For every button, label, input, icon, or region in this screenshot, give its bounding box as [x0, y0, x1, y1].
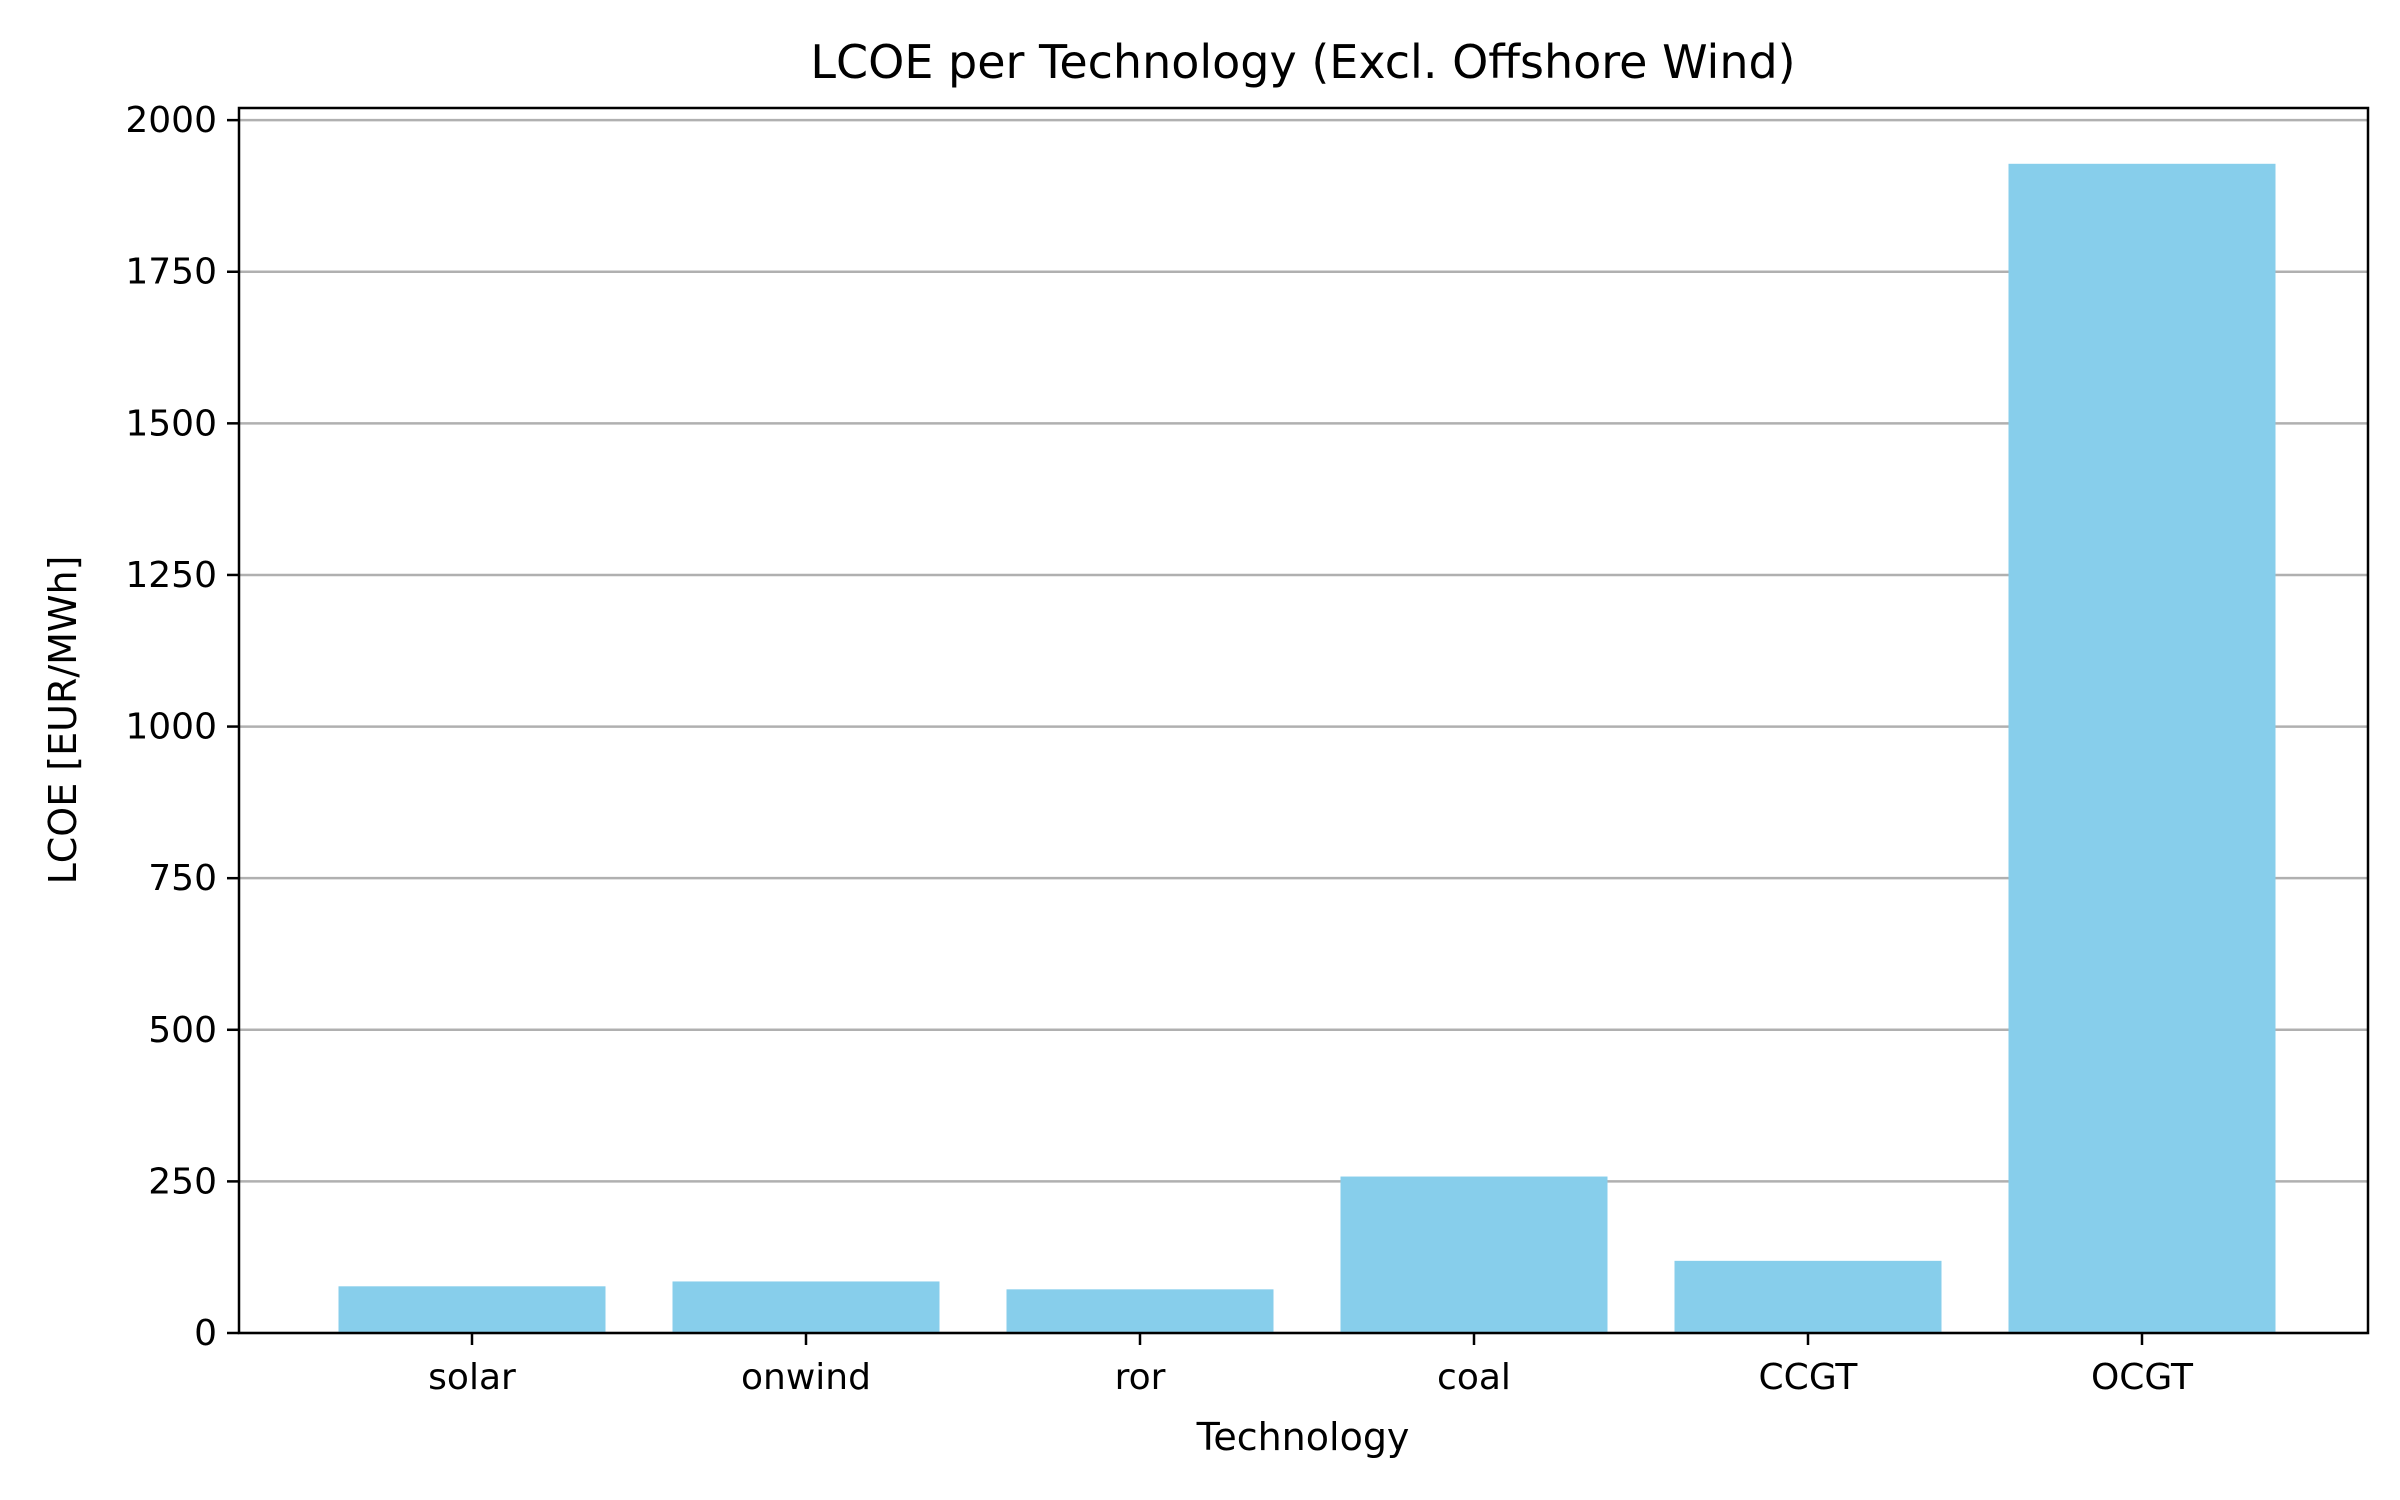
- y-tick-label: 500: [148, 1010, 217, 1051]
- y-tick-label: 1000: [125, 707, 217, 748]
- chart-title: LCOE per Technology (Excl. Offshore Wind…: [810, 35, 1795, 89]
- y-tick-label: 2000: [125, 100, 217, 141]
- x-axis-label: Technology: [1196, 1415, 1410, 1459]
- y-tick-label: 750: [148, 858, 217, 899]
- x-tick-label-coal: coal: [1437, 1357, 1511, 1398]
- x-tick-label-solar: solar: [428, 1357, 516, 1398]
- y-gridlines: [239, 118, 2368, 1335]
- y-tick-label: 1750: [125, 252, 217, 293]
- y-tick-label: 1250: [125, 555, 217, 596]
- x-axis-ticks: solar onwind ror coal CCGT OCGT: [428, 1333, 2194, 1398]
- x-tick-label-ccgt: CCGT: [1759, 1357, 1859, 1398]
- bar-solar: [338, 1286, 606, 1333]
- x-tick-label-ror: ror: [1115, 1357, 1166, 1398]
- bar-onwind: [672, 1281, 940, 1333]
- bar-ccgt: [1674, 1260, 1942, 1333]
- y-tick-label: 250: [148, 1161, 217, 1202]
- bar-ror: [1006, 1289, 1274, 1333]
- y-axis-label: LCOE [EUR/MWh]: [41, 556, 85, 885]
- y-tick-label: 0: [194, 1313, 217, 1354]
- x-tick-label-onwind: onwind: [741, 1357, 871, 1398]
- bar-ocgt: [2008, 163, 2276, 1333]
- y-tick-label: 1500: [125, 403, 217, 444]
- plot-frame: [237, 106, 2370, 1335]
- bars: [338, 163, 2276, 1333]
- bar-coal: [1340, 1176, 1608, 1333]
- y-axis-ticks: 0 250 500 750 1000 1250 1500 1750 2000: [125, 100, 239, 1354]
- x-tick-label-ocgt: OCGT: [2091, 1357, 2194, 1398]
